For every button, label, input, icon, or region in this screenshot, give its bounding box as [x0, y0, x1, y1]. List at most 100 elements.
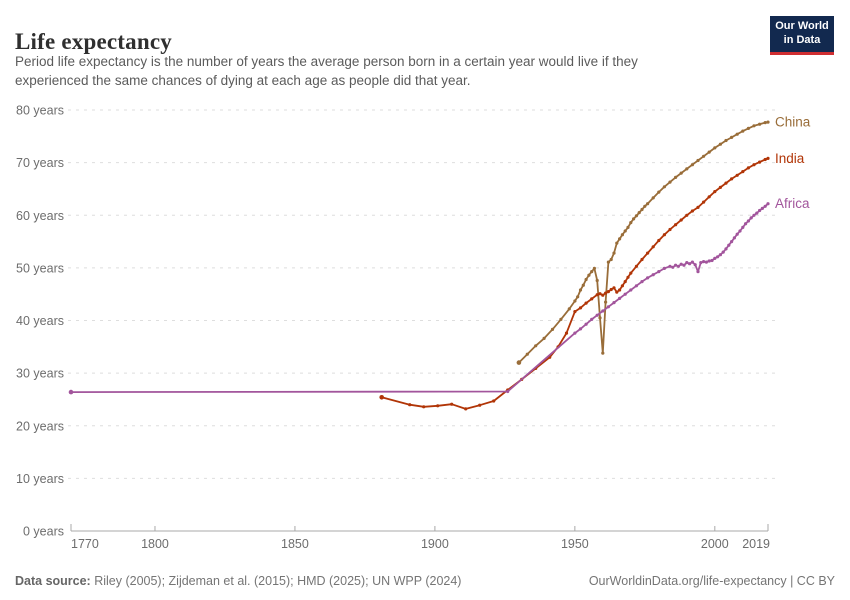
series-point-india-1916 [478, 403, 482, 407]
series-point-india-1992 [690, 209, 695, 213]
series-point-china-1936 [534, 344, 538, 348]
chart-subtitle: Period life expectancy is the number of … [15, 52, 725, 90]
series-point-india-1963 [609, 287, 613, 292]
series-point-india-1965 [615, 290, 619, 294]
series-point-china-1966 [618, 237, 622, 241]
series-point-china-1971 [632, 217, 636, 221]
y-tick-label-80: 80 years [16, 104, 64, 118]
series-point-china-1942 [550, 327, 555, 331]
series-point-india-1947 [564, 331, 569, 335]
series-point-india-1988 [679, 218, 683, 222]
series-point-africa-2016 [758, 208, 762, 213]
series-point-africa-1966 [618, 296, 622, 300]
series-point-india-2006 [730, 177, 734, 181]
series-point-africa-1997 [704, 260, 709, 264]
series-point-china-1960 [601, 351, 605, 355]
series-point-india-2004 [724, 181, 728, 185]
series-point-africa-2018 [763, 204, 767, 208]
series-point-africa-2008 [735, 232, 739, 236]
series-point-india-1972 [634, 264, 639, 268]
x-tick-label-1800: 1800 [141, 537, 169, 551]
data-source-text: Riley (2005); Zijdeman et al. (2015); HM… [90, 574, 462, 588]
x-tick-label-1850: 1850 [281, 537, 309, 551]
series-point-china-1933 [525, 352, 529, 356]
series-point-china-1948 [567, 307, 571, 311]
y-tick-label-40: 40 years [16, 314, 64, 328]
series-point-china-2014 [752, 124, 756, 128]
series-point-africa-2009 [738, 229, 742, 233]
series-point-china-1955 [587, 273, 591, 277]
series-point-africa-2002 [718, 253, 723, 257]
series-point-africa-1998 [707, 259, 711, 263]
series-point-china-1998 [707, 150, 711, 154]
series-point-china-1957 [592, 266, 597, 270]
series-point-china-2018 [763, 121, 767, 125]
x-tick-label-2000: 2000 [701, 537, 729, 551]
series-point-india-2012 [746, 166, 751, 170]
series-point-india-2019 [766, 156, 770, 160]
owid-logo[interactable]: Our World in Data [770, 16, 834, 55]
series-point-africa-1984 [668, 264, 672, 268]
series-point-india-2008 [735, 173, 739, 177]
x-tick-label-2019: 2019 [742, 537, 770, 551]
series-point-africa-1954 [584, 322, 588, 326]
series-point-china-2010 [741, 129, 745, 133]
series-end-label-china[interactable]: China [775, 115, 811, 130]
series-point-china-1978 [651, 196, 655, 200]
series-point-india-1984 [668, 227, 672, 232]
series-point-china-1980 [657, 190, 661, 194]
series-point-india-1976 [646, 251, 650, 255]
series-point-india-1990 [685, 213, 689, 217]
series-point-india-1982 [662, 233, 667, 237]
series-point-africa-2000 [713, 256, 717, 260]
series-point-africa-2001 [716, 255, 720, 259]
series-point-africa-1976 [646, 276, 650, 280]
series-point-china-1972 [634, 214, 639, 218]
series-point-china-2004 [724, 138, 728, 143]
series-point-china-1959 [598, 316, 602, 320]
series-point-africa-1989 [682, 263, 686, 267]
series-point-india-1950 [573, 310, 577, 314]
series-point-india-1961 [604, 291, 608, 295]
owid-license-link[interactable]: OurWorldinData.org/life-expectancy | CC … [588, 574, 835, 588]
series-point-china-2008 [735, 132, 739, 136]
series-point-africa-2006 [730, 240, 734, 244]
series-point-india-1960 [601, 293, 605, 297]
series-point-africa-1970 [629, 288, 633, 292]
owid-logo-line1: Our World [775, 20, 829, 32]
series-point-africa-1972 [634, 284, 639, 288]
owid-logo-line2: in Data [783, 34, 821, 46]
chart-footer: Data source: Riley (2005); Zijdeman et a… [15, 574, 835, 588]
series-point-africa-1991 [688, 262, 692, 266]
series-point-india-2016 [758, 160, 762, 164]
series-point-africa-1770 [68, 389, 74, 395]
series-point-india-1911 [464, 407, 468, 411]
series-point-india-2000 [713, 190, 717, 194]
y-tick-label-50: 50 years [16, 261, 64, 275]
series-point-china-1953 [581, 283, 585, 287]
series-point-africa-1964 [612, 301, 616, 305]
series-point-china-1976 [646, 202, 650, 206]
series-point-china-1974 [640, 207, 644, 212]
series-point-china-1962 [606, 260, 611, 264]
series-point-china-2000 [713, 146, 717, 150]
series-point-china-1982 [662, 185, 667, 189]
series-point-africa-1985 [671, 265, 675, 269]
series-point-india-1964 [612, 286, 616, 290]
series-point-africa-1982 [662, 266, 667, 270]
series-end-label-africa[interactable]: Africa [775, 196, 810, 211]
series-point-india-1891 [408, 403, 412, 407]
series-point-africa-2010 [741, 225, 745, 229]
series-line-africa[interactable] [70, 202, 769, 393]
series-point-africa-1952 [578, 327, 583, 331]
series-point-china-2002 [718, 142, 723, 146]
series-point-china-1986 [674, 175, 678, 179]
x-tick-label-1950: 1950 [561, 537, 589, 551]
subtitle-line-1: Period life expectancy is the number of … [15, 54, 638, 69]
series-point-africa-2003 [721, 250, 725, 254]
series-point-africa-2007 [732, 236, 737, 240]
series-point-india-1968 [623, 280, 627, 284]
series-end-label-india[interactable]: India [775, 151, 805, 166]
series-point-india-1901 [436, 404, 440, 408]
series-point-china-2016 [758, 122, 762, 126]
